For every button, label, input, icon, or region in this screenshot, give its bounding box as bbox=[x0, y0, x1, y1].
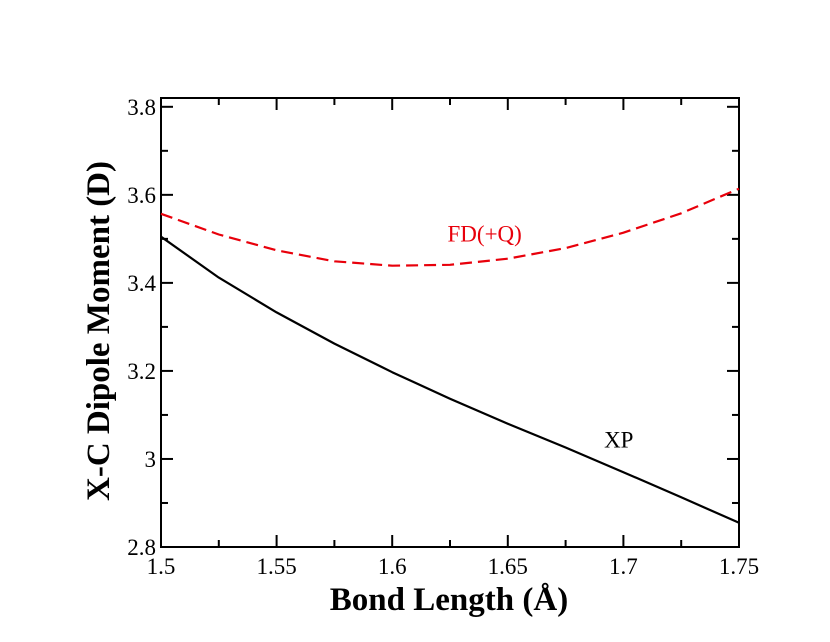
chart-labels: 1.5 1.55 1.6 1.65 1.7 1.75 2.8 3 3.2 3.4 3.6 3.8 XP F… bbox=[127, 95, 759, 579]
x-tick-label: 1.55 bbox=[256, 554, 296, 579]
y-axis-title: X-C Dipole Moment (D) bbox=[81, 161, 117, 501]
x-tick-label: 1.7 bbox=[609, 554, 638, 579]
y-tick-label: 3.4 bbox=[127, 271, 156, 296]
y-tick-label: 3.2 bbox=[127, 359, 156, 384]
series-label-xp: XP bbox=[604, 428, 633, 453]
y-tick-label: 3.8 bbox=[127, 95, 156, 120]
plot-area bbox=[160, 97, 740, 548]
x-tick-label: 1.5 bbox=[147, 554, 176, 579]
axis-ticks bbox=[160, 98, 740, 548]
series-line-xp bbox=[160, 235, 740, 524]
y-tick-label: 2.8 bbox=[127, 535, 156, 560]
x-tick-label: 1.6 bbox=[378, 554, 407, 579]
x-axis-title: Bond Length (Å) bbox=[330, 582, 568, 618]
x-tick-label: 1.65 bbox=[488, 554, 528, 579]
series-line-fd-q bbox=[160, 187, 740, 267]
series-label-fd-q: FD(+Q) bbox=[448, 222, 522, 247]
x-tick-label: 1.75 bbox=[719, 554, 759, 579]
plot-frame bbox=[160, 97, 740, 548]
y-tick-label: 3 bbox=[145, 447, 157, 472]
y-tick-label: 3.6 bbox=[127, 183, 156, 208]
data-series bbox=[160, 187, 740, 524]
